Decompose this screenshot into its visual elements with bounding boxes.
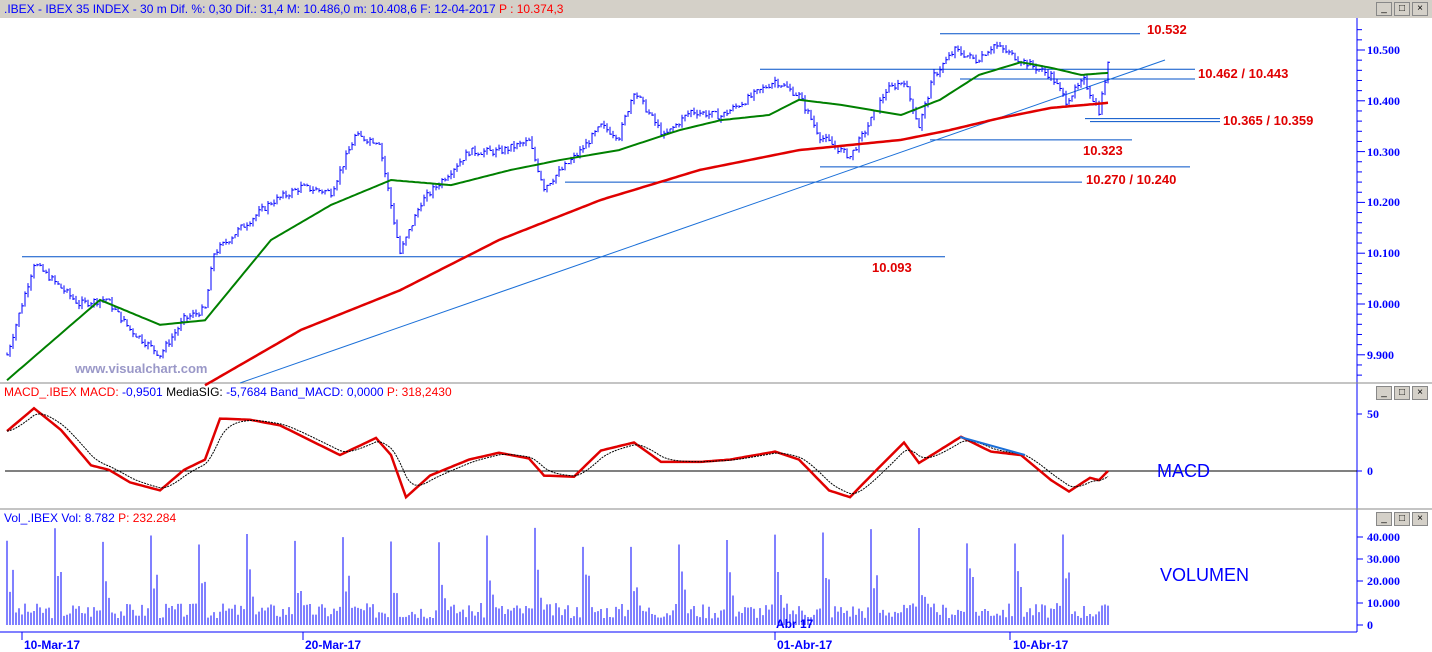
y-tick: 10.300 [1367,145,1400,159]
maximize-button[interactable]: □ [1394,386,1410,400]
watermark: www.visualchart.com [75,361,208,376]
macd-value: -0,9501 [118,385,163,399]
last-price: P : 10.374,3 [498,2,564,16]
y-tick: 50 [1367,407,1379,421]
macd-divergence-line [959,436,1026,456]
level-label: 10.323 [1083,143,1123,158]
band-value: Band_MACD: 0,0000 [266,385,384,399]
macd-panel-label: MACD [1157,461,1210,481]
y-tick: 30.000 [1367,552,1400,566]
maximize-button[interactable]: □ [1394,512,1410,526]
y-tick: 20.000 [1367,574,1400,588]
sig-value: -5,7684 [222,385,267,399]
macd-signal-line [6,413,1109,495]
macd-name: MACD_.IBEX MACD: [4,385,119,399]
vol-price: P: 232.284 [114,511,177,525]
macd-price: P: 318,2430 [383,385,452,399]
x-tick-month: Abr 17 [776,617,814,631]
level-label: 10.462 / 10.443 [1198,66,1289,81]
level-label: 10.270 / 10.240 [1086,172,1177,187]
dif-pct: Dif. %: 0,30 [170,2,236,16]
volume-header: Vol_.IBEX Vol: 8.782 P: 232.284 _ □ × [0,510,1432,527]
max: M: 10.486,0 [286,2,354,16]
vol-name: Vol_.IBEX Vol: 8.782 [4,511,115,525]
minimize-button[interactable]: _ [1376,386,1392,400]
level-label: 10.532 [1147,22,1187,37]
green-moving-average [6,61,1109,381]
minimize-button[interactable]: _ [1376,2,1392,16]
red-moving-average [204,101,1109,387]
level-label: 10.093 [872,260,912,275]
x-tick: 10-Mar-17 [24,638,81,652]
macd-header: MACD_.IBEX MACD: -0,9501 MediaSIG: -5,76… [0,384,1432,401]
close-button[interactable]: × [1412,512,1428,526]
y-tick: 0 [1367,464,1373,478]
symbol: .IBEX - IBEX 35 INDEX - [4,2,141,16]
close-button[interactable]: × [1412,2,1428,16]
min: m: 10.408,6 [353,2,421,16]
y-tick: 10.100 [1367,246,1400,260]
x-tick: 01-Abr-17 [777,638,833,652]
y-tick: 0 [1367,618,1373,632]
date: F: 12-04-2017 [420,2,499,16]
y-tick: 10.000 [1367,297,1400,311]
timeframe: 30 m [140,2,171,16]
sig-label: MediaSIG: [162,385,223,399]
level-label: 10.365 / 10.359 [1223,113,1314,128]
y-tick: 10.500 [1367,43,1400,57]
x-tick: 10-Abr-17 [1013,638,1069,652]
price-window-titlebar[interactable]: .IBEX - IBEX 35 INDEX - 30 m Dif. %: 0,3… [0,0,1432,18]
y-tick: 10.200 [1367,195,1400,209]
y-tick: 9.900 [1367,348,1394,362]
dif: Dif.: 31,4 [235,2,287,16]
trend-line [239,59,1166,384]
close-button[interactable]: × [1412,386,1428,400]
minimize-button[interactable]: _ [1376,512,1392,526]
volume-panel-label: VOLUMEN [1160,565,1250,585]
y-tick: 40.000 [1367,530,1400,544]
maximize-button[interactable]: □ [1394,2,1410,16]
macd-line [6,406,1109,500]
y-tick: 10.000 [1367,596,1400,610]
price-header: .IBEX - IBEX 35 INDEX - 30 m Dif. %: 0,3… [4,0,563,18]
x-tick: 20-Mar-17 [305,638,362,652]
y-tick: 10.400 [1367,94,1400,108]
